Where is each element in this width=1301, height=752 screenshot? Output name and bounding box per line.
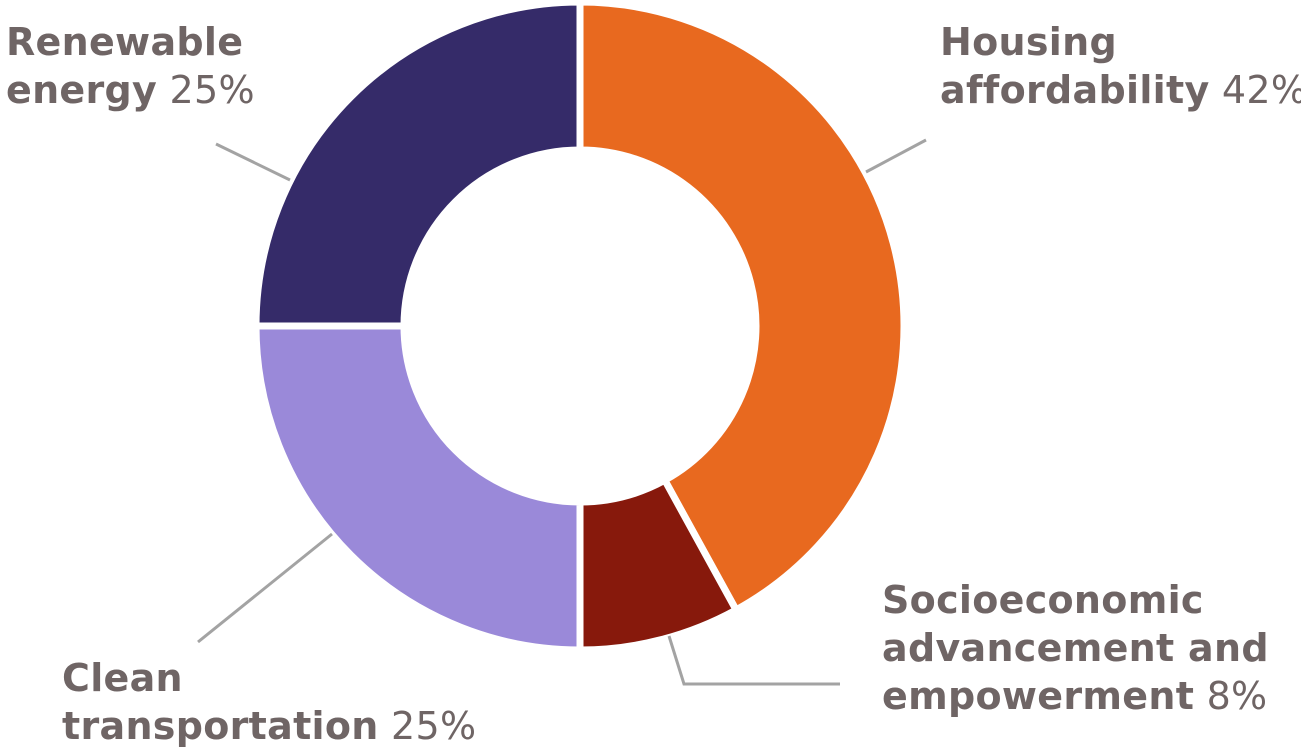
- slice-label-clean-transportation: Clean transportation 25%: [62, 654, 476, 750]
- label-name-line: advancement and: [882, 626, 1269, 670]
- donut-slice-clean-transportation: [252, 322, 584, 654]
- label-name-line: empowerment: [882, 674, 1195, 718]
- leader-lines: [197, 138, 927, 686]
- label-percentage: 25%: [169, 68, 255, 112]
- label-name-line: Socioeconomic: [882, 578, 1204, 622]
- label-percentage: 25%: [391, 704, 477, 748]
- label-name-line: affordability: [940, 68, 1210, 112]
- leader-line-housing: [865, 138, 927, 174]
- label-percentage: 42%: [1221, 68, 1301, 112]
- label-name-line: energy: [6, 68, 158, 112]
- slice-group: [252, 0, 908, 654]
- donut-slice-housing-affordability: [576, 0, 908, 615]
- label-name-line: Clean: [62, 656, 183, 700]
- leader-line-clean: [197, 532, 333, 644]
- label-name-line: Housing: [940, 20, 1117, 64]
- slice-label-housing-affordability: Housing affordability 42%: [940, 18, 1301, 114]
- slice-label-renewable-energy: Renewable energy 25%: [6, 18, 255, 114]
- leader-line-renewable: [215, 142, 291, 182]
- slice-label-socioeconomic: Socioeconomic advancement and empowermen…: [882, 576, 1269, 720]
- donut-slice-renewable-energy: [252, 0, 584, 330]
- label-name-line: transportation: [62, 704, 379, 748]
- label-percentage: 8%: [1206, 674, 1268, 718]
- leader-line-socio: [667, 635, 840, 686]
- label-name-line: Renewable: [6, 20, 244, 64]
